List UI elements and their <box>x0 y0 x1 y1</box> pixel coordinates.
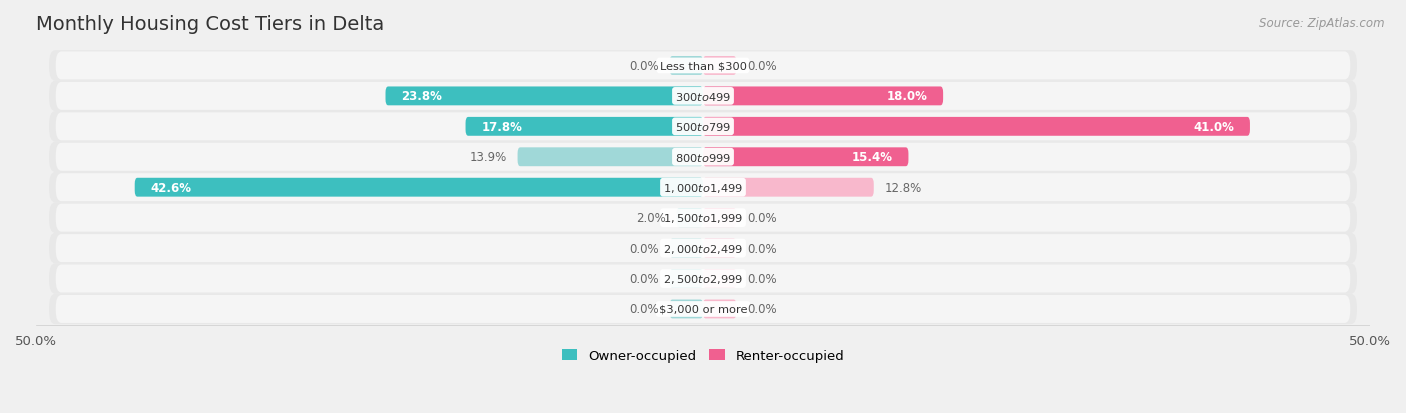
FancyBboxPatch shape <box>703 300 737 319</box>
FancyBboxPatch shape <box>669 269 703 288</box>
FancyBboxPatch shape <box>703 269 737 288</box>
FancyBboxPatch shape <box>703 178 873 197</box>
FancyBboxPatch shape <box>56 83 1350 111</box>
FancyBboxPatch shape <box>703 209 737 228</box>
FancyBboxPatch shape <box>56 113 1350 141</box>
FancyBboxPatch shape <box>703 57 737 76</box>
FancyBboxPatch shape <box>669 57 703 76</box>
FancyBboxPatch shape <box>56 143 1350 171</box>
FancyBboxPatch shape <box>669 239 703 258</box>
FancyBboxPatch shape <box>669 300 703 319</box>
FancyBboxPatch shape <box>703 118 1250 136</box>
Text: 0.0%: 0.0% <box>630 60 659 73</box>
FancyBboxPatch shape <box>703 148 908 167</box>
FancyBboxPatch shape <box>49 142 1357 173</box>
Text: $1,000 to $1,499: $1,000 to $1,499 <box>664 181 742 194</box>
Text: 13.9%: 13.9% <box>470 151 508 164</box>
FancyBboxPatch shape <box>56 52 1350 80</box>
FancyBboxPatch shape <box>56 265 1350 293</box>
Text: 41.0%: 41.0% <box>1194 121 1234 133</box>
Text: $2,000 to $2,499: $2,000 to $2,499 <box>664 242 742 255</box>
Legend: Owner-occupied, Renter-occupied: Owner-occupied, Renter-occupied <box>557 344 849 368</box>
FancyBboxPatch shape <box>49 173 1357 203</box>
FancyBboxPatch shape <box>135 178 703 197</box>
Text: Monthly Housing Cost Tiers in Delta: Monthly Housing Cost Tiers in Delta <box>37 15 384 34</box>
Text: 0.0%: 0.0% <box>747 60 776 73</box>
FancyBboxPatch shape <box>49 233 1357 263</box>
Text: 0.0%: 0.0% <box>630 242 659 255</box>
Text: $800 to $999: $800 to $999 <box>675 152 731 164</box>
FancyBboxPatch shape <box>56 174 1350 202</box>
FancyBboxPatch shape <box>49 51 1357 81</box>
FancyBboxPatch shape <box>676 209 703 228</box>
FancyBboxPatch shape <box>56 235 1350 262</box>
Text: $1,500 to $1,999: $1,500 to $1,999 <box>664 211 742 225</box>
FancyBboxPatch shape <box>56 204 1350 232</box>
FancyBboxPatch shape <box>703 87 943 106</box>
Text: $2,500 to $2,999: $2,500 to $2,999 <box>664 272 742 285</box>
FancyBboxPatch shape <box>49 81 1357 112</box>
Text: Source: ZipAtlas.com: Source: ZipAtlas.com <box>1260 17 1385 29</box>
Text: 0.0%: 0.0% <box>747 272 776 285</box>
Text: 17.8%: 17.8% <box>482 121 523 133</box>
Text: 18.0%: 18.0% <box>886 90 927 103</box>
FancyBboxPatch shape <box>49 294 1357 324</box>
FancyBboxPatch shape <box>517 148 703 167</box>
Text: 2.0%: 2.0% <box>636 211 665 225</box>
Text: $500 to $799: $500 to $799 <box>675 121 731 133</box>
Text: $3,000 or more: $3,000 or more <box>659 304 747 314</box>
Text: 0.0%: 0.0% <box>747 242 776 255</box>
FancyBboxPatch shape <box>703 239 737 258</box>
FancyBboxPatch shape <box>49 112 1357 142</box>
Text: $300 to $499: $300 to $499 <box>675 91 731 103</box>
FancyBboxPatch shape <box>49 203 1357 233</box>
Text: 0.0%: 0.0% <box>630 272 659 285</box>
Text: 0.0%: 0.0% <box>747 303 776 316</box>
FancyBboxPatch shape <box>56 295 1350 323</box>
Text: Less than $300: Less than $300 <box>659 61 747 71</box>
Text: 12.8%: 12.8% <box>884 181 922 194</box>
Text: 42.6%: 42.6% <box>150 181 191 194</box>
Text: 0.0%: 0.0% <box>630 303 659 316</box>
Text: 23.8%: 23.8% <box>402 90 443 103</box>
FancyBboxPatch shape <box>465 118 703 136</box>
Text: 0.0%: 0.0% <box>747 211 776 225</box>
FancyBboxPatch shape <box>385 87 703 106</box>
Text: 15.4%: 15.4% <box>852 151 893 164</box>
FancyBboxPatch shape <box>49 263 1357 294</box>
